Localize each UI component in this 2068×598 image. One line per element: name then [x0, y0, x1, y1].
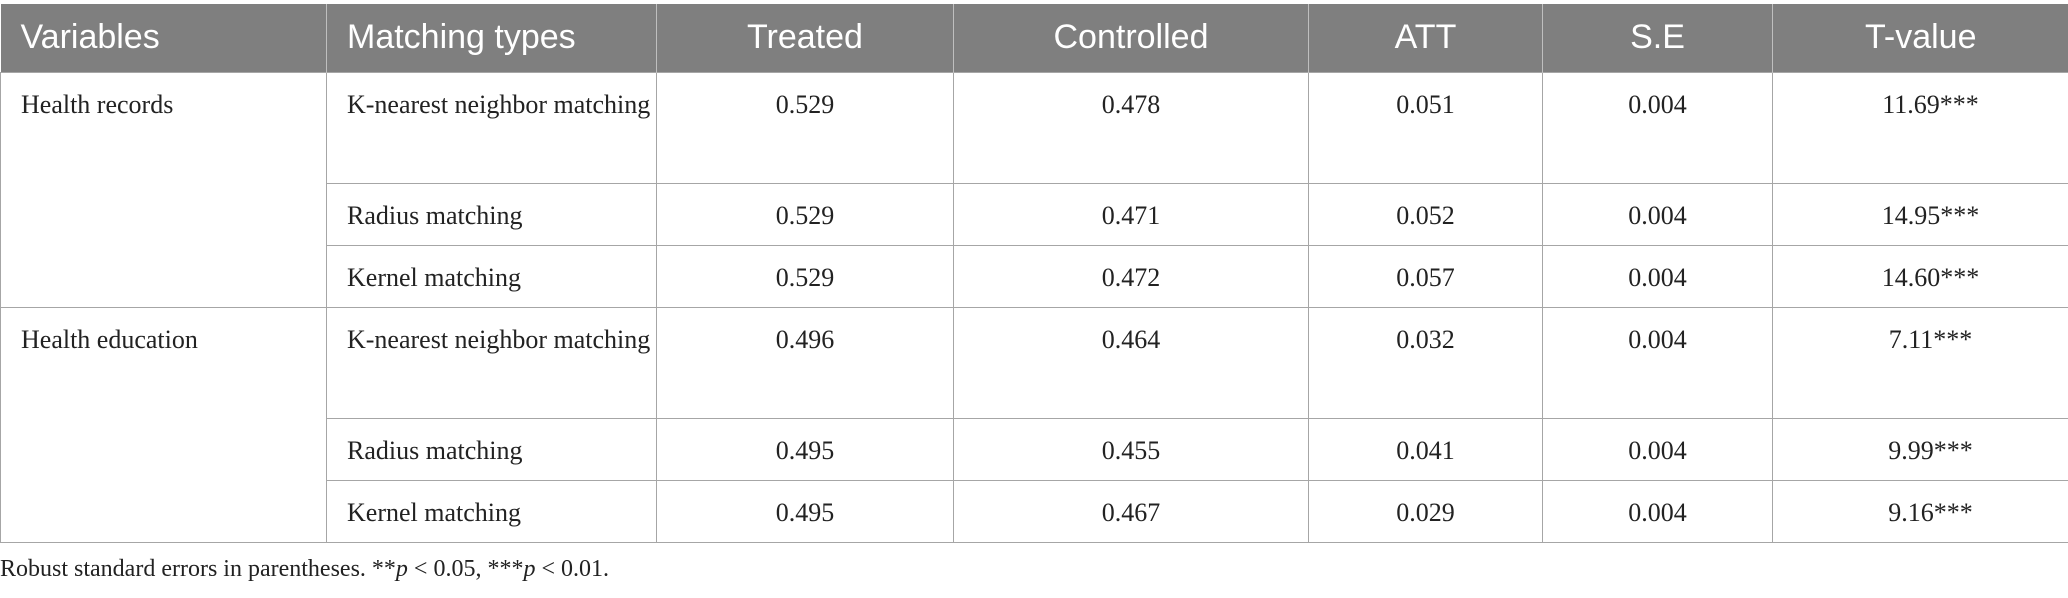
header-variables: Variables	[0, 4, 327, 72]
att-cell: 0.032	[1308, 306, 1543, 419]
treated-cell: 0.529	[656, 244, 954, 308]
table-row: Kernel matching 0.529 0.472 0.057 0.004 …	[1, 244, 2068, 308]
matching-type-cell: Radius matching	[326, 417, 657, 481]
header-att: ATT	[1308, 4, 1543, 72]
footnote-threshold-2: < 0.01.	[535, 556, 609, 582]
treated-cell: 0.529	[656, 182, 954, 246]
table-row: Radius matching 0.495 0.455 0.041 0.004 …	[1, 417, 2068, 481]
se-cell: 0.004	[1542, 417, 1773, 481]
results-table: Variables Matching types Treated Control…	[0, 4, 2068, 543]
table-footnote: Robust standard errors in parentheses. *…	[0, 556, 609, 583]
se-cell: 0.004	[1542, 71, 1773, 184]
se-cell: 0.004	[1542, 182, 1773, 246]
header-row: Variables Matching types Treated Control…	[0, 4, 2068, 72]
att-cell: 0.052	[1308, 182, 1543, 246]
matching-type-cell: Kernel matching	[326, 479, 657, 543]
footnote-threshold-1: < 0.05, ***	[407, 556, 524, 582]
se-cell: 0.004	[1542, 244, 1773, 308]
se-cell: 0.004	[1542, 306, 1773, 419]
header-controlled: Controlled	[953, 4, 1309, 72]
controlled-cell: 0.455	[953, 417, 1309, 481]
table-row: Health education K-nearest neighbor matc…	[0, 306, 2068, 543]
matching-type-cell: K-nearest neighbor matching	[326, 71, 657, 184]
footnote-prefix: Robust standard errors in parentheses. *…	[0, 556, 396, 582]
variable-cell: Health education	[0, 306, 327, 543]
header-treated: Treated	[656, 4, 954, 72]
table-row: Kernel matching 0.495 0.467 0.029 0.004 …	[1, 479, 2068, 543]
t-value-cell: 7.11***	[1772, 306, 2068, 419]
controlled-cell: 0.478	[953, 71, 1309, 184]
treated-cell: 0.496	[656, 306, 954, 419]
att-cell: 0.029	[1308, 479, 1543, 543]
header-se: S.E	[1542, 4, 1773, 72]
t-value-cell: 11.69***	[1772, 71, 2068, 184]
variable-cell: Health records	[0, 71, 327, 308]
controlled-cell: 0.467	[953, 479, 1309, 543]
footnote-p-symbol: p	[395, 556, 408, 582]
matching-type-cell: K-nearest neighbor matching	[326, 306, 657, 419]
controlled-cell: 0.471	[953, 182, 1309, 246]
t-value-cell: 14.60***	[1772, 244, 2068, 308]
t-value-cell: 14.95***	[1772, 182, 2068, 246]
se-cell: 0.004	[1542, 479, 1773, 543]
matching-type-cell: Radius matching	[326, 182, 657, 246]
treated-cell: 0.495	[656, 479, 954, 543]
att-cell: 0.057	[1308, 244, 1543, 308]
controlled-cell: 0.472	[953, 244, 1309, 308]
controlled-cell: 0.464	[953, 306, 1309, 419]
att-cell: 0.041	[1308, 417, 1543, 481]
footnote-p-symbol: p	[523, 556, 536, 582]
treated-cell: 0.495	[656, 417, 954, 481]
treated-cell: 0.529	[656, 71, 954, 184]
t-value-cell: 9.16***	[1772, 479, 2068, 543]
t-value-cell: 9.99***	[1772, 417, 2068, 481]
header-t-value: T-value	[1772, 4, 2068, 72]
matching-type-cell: Kernel matching	[326, 244, 657, 308]
table-row: Health records K-nearest neighbor matchi…	[0, 71, 2068, 308]
att-cell: 0.051	[1308, 71, 1543, 184]
header-matching-types: Matching types	[326, 4, 657, 72]
